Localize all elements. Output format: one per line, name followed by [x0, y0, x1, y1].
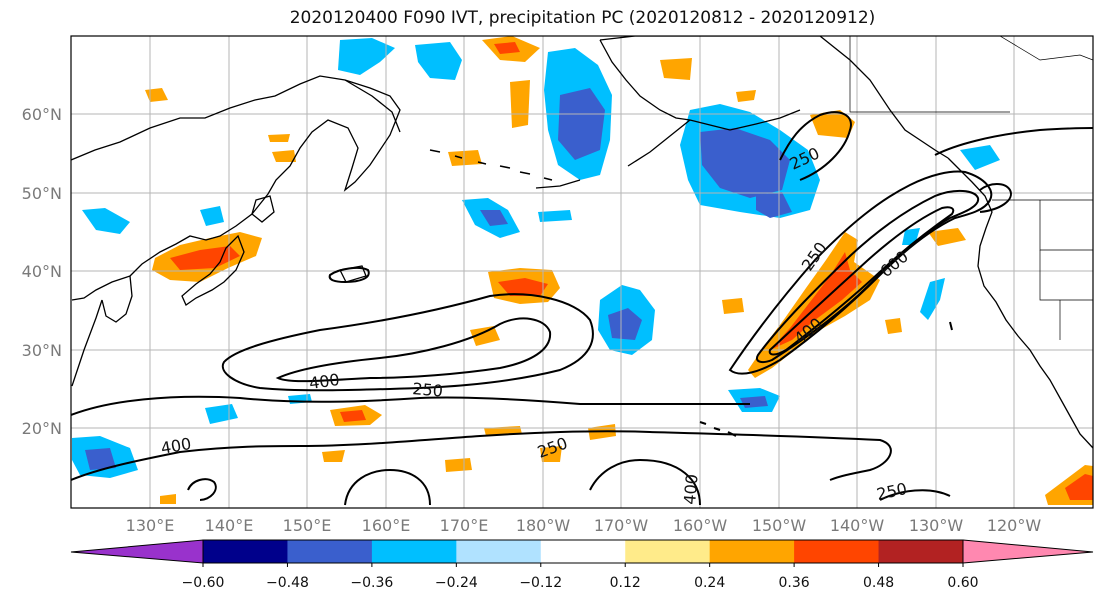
longitude-label: 140°W: [830, 516, 885, 535]
colorbar-segment: [878, 540, 964, 563]
colorbar-tick-label: −0.48: [266, 575, 309, 591]
latitude-axis: 60°N 50°N 40°N 30°N 20°N: [22, 105, 62, 438]
colorbar-tick-label: −0.24: [435, 575, 478, 591]
colorbar-tick-labels: −0.60 −0.48 −0.36 −0.24 −0.12 0.12 0.24 0.36 0.4…: [182, 563, 979, 591]
colorbar-segment: [540, 540, 626, 563]
colorbar-tick-label: 0.24: [694, 575, 725, 591]
colorbar: −0.60 −0.48 −0.36 −0.24 −0.12 0.12 0.24 0.36 0.4…: [70, 539, 1094, 591]
colorbar-tick-label: −0.60: [182, 575, 225, 591]
longitude-label: 150°E: [283, 516, 332, 535]
colorbar-tick-label: 0.48: [863, 575, 894, 591]
negative-anomaly-shading: [72, 38, 1000, 478]
colorbar-segments: [71, 540, 1093, 563]
map-frame: [70, 35, 1094, 509]
ivt-contours: [71, 111, 1093, 506]
colorbar-segment: [625, 540, 711, 563]
latitude-label: 60°N: [22, 105, 62, 124]
longitude-label: 170°E: [440, 516, 489, 535]
latitude-label: 20°N: [22, 419, 62, 438]
map-title: 2020120400 F090 IVT, precipitation PC (2…: [289, 8, 876, 28]
contour-label: 400: [308, 370, 341, 393]
colorbar-frame: [202, 539, 964, 564]
colorbar-segment: [203, 540, 288, 563]
longitude-label: 180°W: [516, 516, 571, 535]
longitude-label: 160°E: [362, 516, 411, 535]
graticule: [71, 36, 1093, 508]
longitude-label: 170°W: [594, 516, 649, 535]
longitude-axis: 130°E 140°E 150°E 160°E 170°E 180°W 170°…: [126, 516, 1042, 535]
colorbar-segment: [71, 540, 203, 563]
colorbar-tick-label: 0.12: [610, 575, 641, 591]
longitude-label: 160°W: [673, 516, 728, 535]
colorbar-tick-label: 0.36: [779, 575, 810, 591]
contour-label: 400: [680, 473, 702, 505]
longitude-label: 130°W: [909, 516, 964, 535]
latitude-label: 30°N: [22, 341, 62, 360]
colorbar-segment: [287, 540, 373, 563]
colorbar-segment: [794, 540, 880, 563]
colorbar-tick-label: −0.12: [519, 575, 562, 591]
colorbar-right-extension: [962, 539, 1094, 564]
latitude-label: 50°N: [22, 184, 62, 203]
longitude-label: 140°E: [205, 516, 254, 535]
colorbar-segment: [371, 540, 457, 563]
longitude-label: 130°E: [126, 516, 175, 535]
latitude-label: 40°N: [22, 262, 62, 281]
longitude-label: 150°W: [752, 516, 807, 535]
colorbar-tick-label: −0.36: [350, 575, 393, 591]
longitude-label: 120°W: [987, 516, 1042, 535]
colorbar-segment: [456, 540, 542, 563]
colorbar-segment: [963, 540, 1093, 563]
colorbar-tick-label: 0.60: [947, 575, 978, 591]
contour-label: 250: [412, 379, 444, 401]
colorbar-segment: [709, 540, 795, 563]
